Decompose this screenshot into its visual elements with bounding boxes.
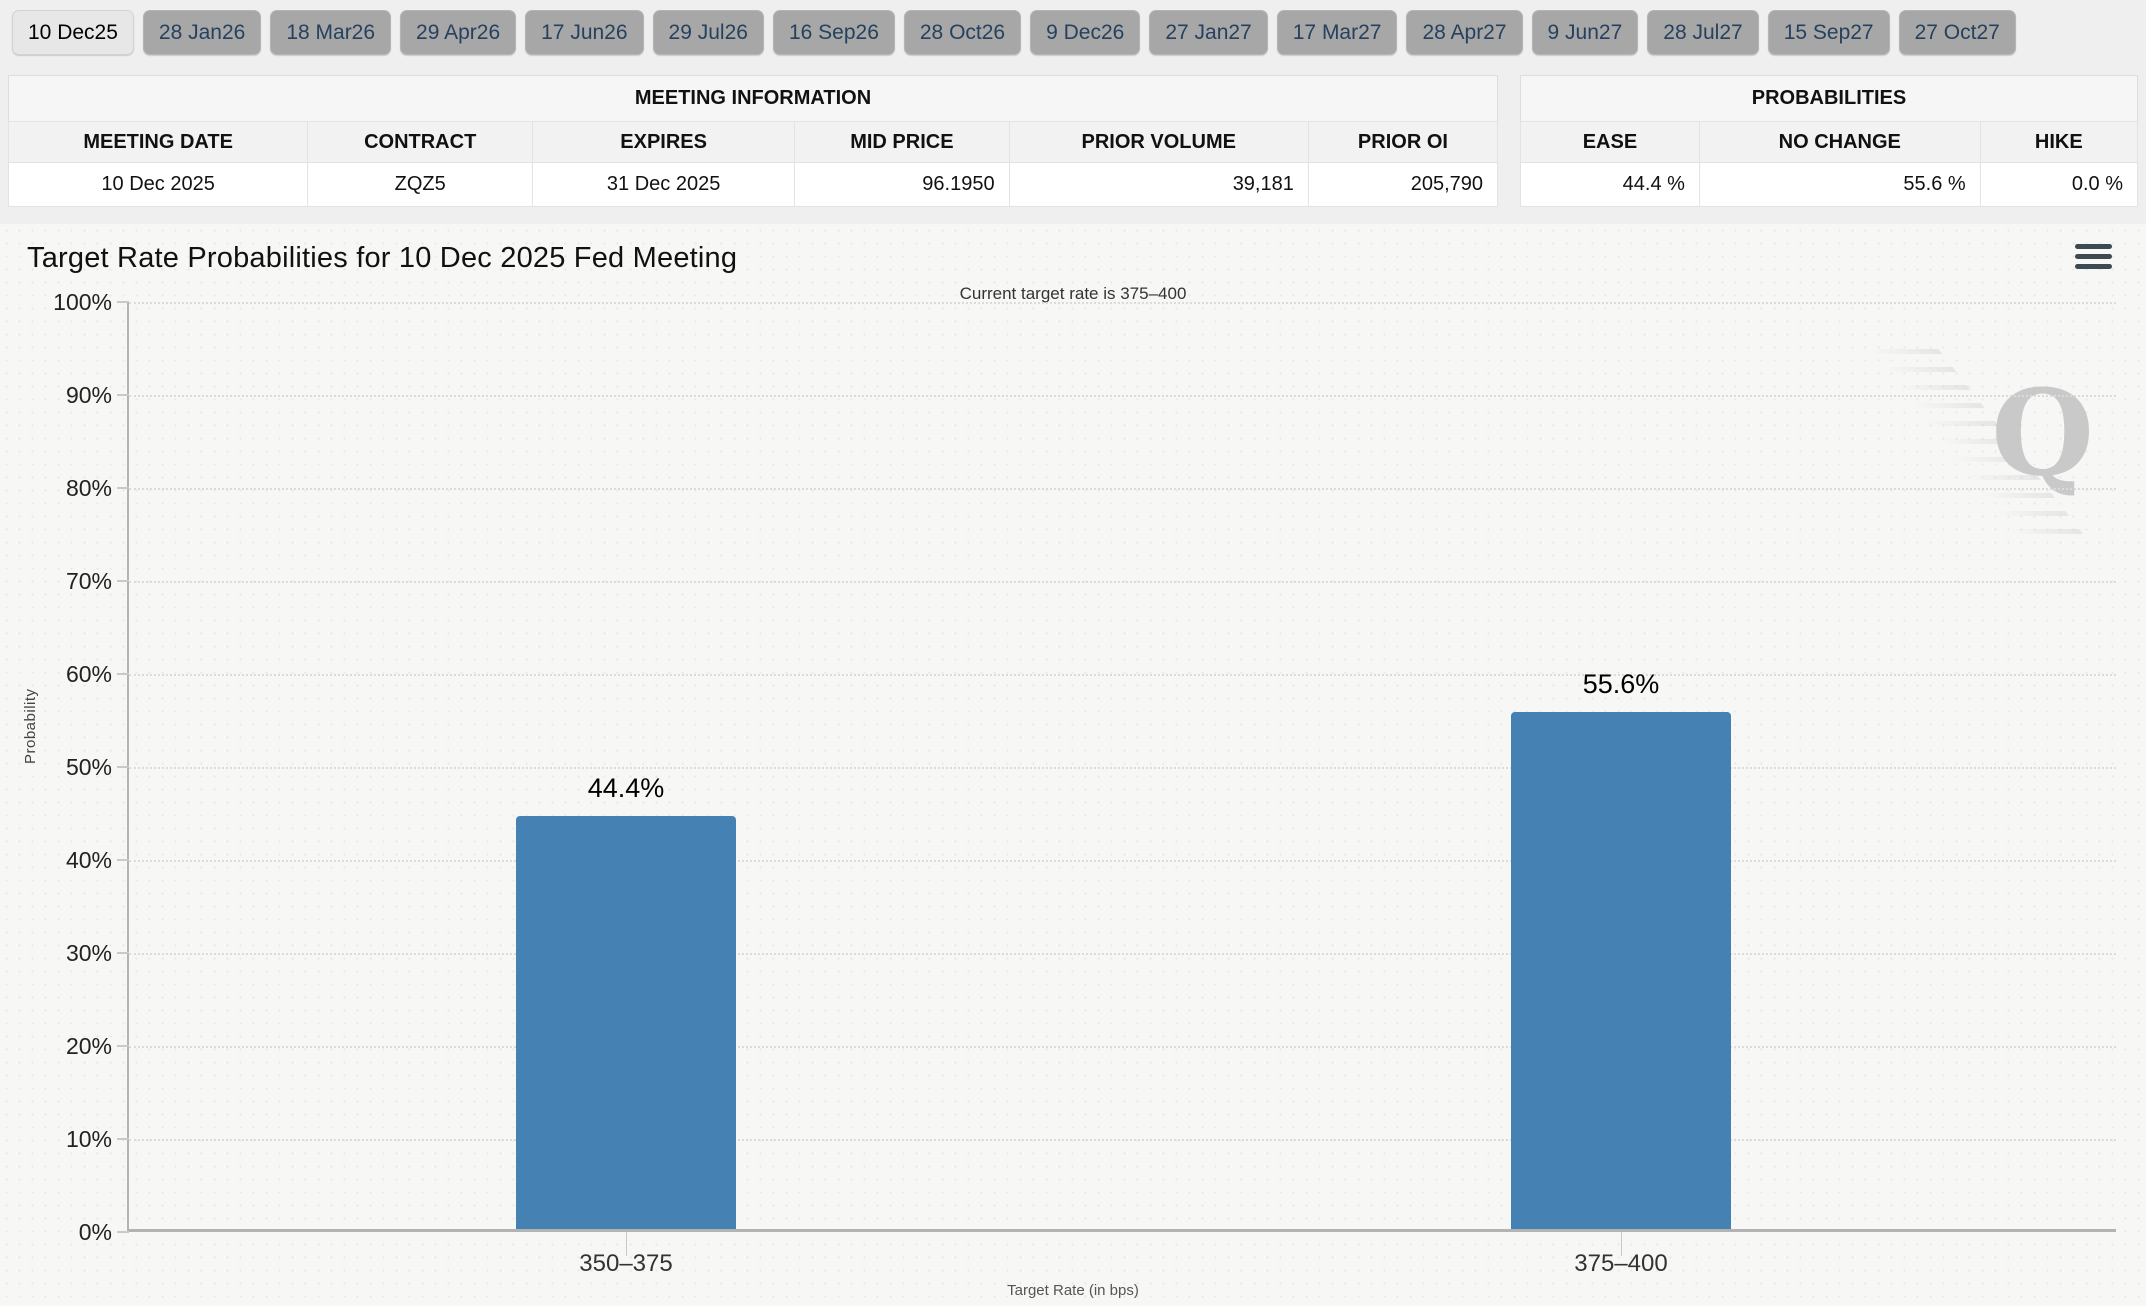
probability-bar[interactable]: [1511, 712, 1731, 1229]
y-axis-tick-label: 20%: [65, 1033, 112, 1059]
table-row: 44.4 % 55.6 % 0.0 %: [1520, 162, 2139, 207]
probability-bar[interactable]: [516, 816, 736, 1229]
gridline: [129, 581, 2116, 583]
column-header-prior-oi: PRIOR OI: [1307, 121, 1499, 163]
gridline: [129, 674, 2116, 676]
column-header-hike: HIKE: [1979, 121, 2139, 163]
summary-tables-row: MEETING INFORMATION MEETING DATE CONTRAC…: [7, 75, 2139, 207]
contract-value: ZQZ5: [307, 162, 534, 207]
meeting-information-header-row: MEETING DATE CONTRACT EXPIRES MID PRICE …: [7, 121, 1499, 163]
y-axis-tick: [117, 859, 129, 861]
y-axis-tick: [117, 580, 129, 582]
bar-value-label: 44.4%: [587, 773, 665, 803]
meeting-date-tabbar: 10 Dec25 28 Jan26 18 Mar26 29 Apr26 17 Jun26…: [12, 10, 2138, 55]
y-axis-tick-label: 70%: [65, 568, 112, 594]
tab-15-sep27[interactable]: 15 Sep27: [1767, 10, 1890, 55]
prior-oi-value: 205,790: [1307, 162, 1499, 207]
bar-group: 44.4%: [516, 773, 736, 1229]
mid-price-value: 96.1950: [794, 162, 1010, 207]
tab-28-jan26[interactable]: 28 Jan26: [142, 10, 262, 55]
probabilities-header-row: EASE NO CHANGE HIKE: [1520, 121, 2139, 163]
table-row: 10 Dec 2025 ZQZ5 31 Dec 2025 96.1950 39,…: [7, 162, 1499, 207]
y-axis-title: Probability: [22, 688, 39, 764]
tab-29-jul26[interactable]: 29 Jul26: [652, 10, 764, 55]
y-axis-tick: [117, 487, 129, 489]
y-axis-tick-label: 10%: [65, 1126, 112, 1152]
expires-value: 31 Dec 2025: [532, 162, 796, 207]
y-axis-tick-label: 40%: [65, 847, 112, 873]
gridline: [129, 1139, 2116, 1141]
no-change-probability-value: 55.6 %: [1698, 162, 1981, 207]
y-axis-tick-label: 100%: [53, 289, 112, 315]
ease-probability-value: 44.4 %: [1520, 162, 1700, 207]
gridline: [129, 953, 2116, 955]
probabilities-table: PROBABILITIES EASE NO CHANGE HIKE 44.4 %…: [1520, 75, 2139, 207]
tab-10-dec25[interactable]: 10 Dec25: [12, 10, 134, 55]
y-axis-tick: [117, 1138, 129, 1140]
chart-title: Target Rate Probabilities for 10 Dec 202…: [27, 242, 738, 274]
gridline: [129, 860, 2116, 862]
y-axis-tick-label: 50%: [65, 754, 112, 780]
tab-9-dec26[interactable]: 9 Dec26: [1030, 10, 1141, 55]
chart-subtitle: Current target rate is 375–400: [959, 284, 1187, 303]
tab-18-mar26[interactable]: 18 Mar26: [270, 10, 392, 55]
hike-probability-value: 0.0 %: [1979, 162, 2139, 207]
bar-value-label: 55.6%: [1582, 669, 1660, 699]
y-axis-tick: [117, 673, 129, 675]
y-axis-tick-label: 60%: [65, 661, 112, 687]
tab-29-apr26[interactable]: 29 Apr26: [400, 10, 517, 55]
meeting-information-table: MEETING INFORMATION MEETING DATE CONTRAC…: [7, 75, 1499, 207]
column-header-meeting-date: MEETING DATE: [7, 121, 309, 163]
column-header-mid-price: MID PRICE: [794, 121, 1010, 163]
y-axis-tick: [117, 301, 129, 303]
column-header-no-change: NO CHANGE: [1698, 121, 1981, 163]
meeting-information-section-title: MEETING INFORMATION: [8, 75, 1498, 122]
column-header-expires: EXPIRES: [532, 121, 796, 163]
x-axis-tick: [626, 1232, 627, 1256]
hamburger-menu-icon[interactable]: [2075, 244, 2112, 269]
probability-chart: Target Rate Probabilities for 10 Dec 202…: [0, 224, 2146, 1306]
y-axis-tick: [117, 952, 129, 954]
y-axis-tick: [117, 766, 129, 768]
column-header-ease: EASE: [1520, 121, 1700, 163]
x-axis-tick: [1621, 1232, 1622, 1256]
tab-17-jun26[interactable]: 17 Jun26: [525, 10, 644, 55]
gridline: [129, 767, 2116, 769]
x-axis-category-label: 350–375: [579, 1250, 673, 1277]
gridline: [129, 488, 2116, 490]
column-header-contract: CONTRACT: [307, 121, 534, 163]
tab-16-sep26[interactable]: 16 Sep26: [772, 10, 895, 55]
plot-area: 100% 90% 80% 70% 60% 50% 40% 30% 20% 10% 0% 44.4% 35…: [53, 289, 2116, 1277]
y-axis-tick-label: 80%: [65, 475, 112, 501]
y-axis-tick: [117, 1231, 129, 1233]
y-axis-tick-label: 90%: [65, 382, 112, 408]
x-axis-category-label: 375–400: [1574, 1250, 1668, 1277]
gridline: [129, 395, 2116, 397]
bar-group: 55.6%: [1511, 669, 1731, 1229]
probabilities-section-title: PROBABILITIES: [1520, 75, 2138, 122]
meeting-date-value: 10 Dec 2025: [7, 162, 309, 207]
tab-17-mar27[interactable]: 17 Mar27: [1276, 10, 1398, 55]
gridline: [129, 1046, 2116, 1048]
y-axis-tick-label: 30%: [65, 940, 112, 966]
gridline: [129, 302, 2116, 304]
tab-27-oct27[interactable]: 27 Oct27: [1898, 10, 2016, 55]
prior-volume-value: 39,181: [1008, 162, 1309, 207]
y-axis-tick: [117, 394, 129, 396]
y-axis-tick: [117, 1045, 129, 1047]
tab-27-jan27[interactable]: 27 Jan27: [1149, 10, 1268, 55]
tab-28-oct26[interactable]: 28 Oct26: [903, 10, 1022, 55]
y-axis-tick-label: 0%: [78, 1219, 112, 1245]
column-header-prior-volume: PRIOR VOLUME: [1008, 121, 1309, 163]
tab-9-jun27[interactable]: 9 Jun27: [1531, 10, 1639, 55]
tab-28-jul27[interactable]: 28 Jul27: [1647, 10, 1759, 55]
tab-28-apr27[interactable]: 28 Apr27: [1406, 10, 1523, 55]
x-axis-title: Target Rate (in bps): [1007, 1282, 1139, 1299]
